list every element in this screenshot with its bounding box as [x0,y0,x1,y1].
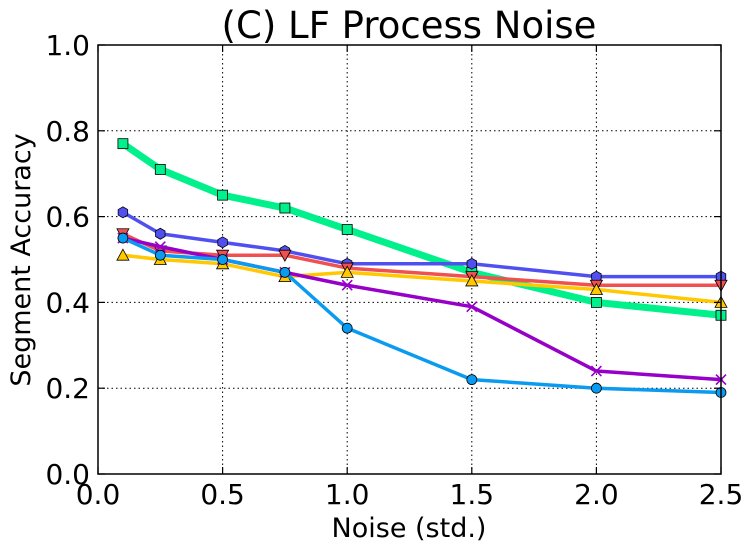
data-point [117,138,129,150]
y-tick-label: 0.8 [45,115,90,148]
data-point [341,224,353,235]
data-point [465,274,479,287]
x-tick-label: 1.5 [450,478,495,511]
data-point [279,202,291,214]
data-point [590,365,602,377]
x-tick-label: 0.0 [76,478,121,511]
data-point [278,249,292,263]
data-point [217,189,229,201]
data-point [155,227,166,240]
x-tick-label: 1.0 [325,478,370,511]
data-point [217,254,229,265]
series-4 [116,248,728,308]
data-point [341,279,353,291]
data-point [217,236,228,249]
series-line [119,140,725,319]
data-point [340,265,354,278]
data-point [591,382,602,394]
y-tick-label: 1.0 [45,29,90,62]
y-axis-label: Segment Accuracy [6,133,37,386]
x-tick-label: 2.5 [699,478,744,511]
plot-area [116,138,728,398]
data-point [589,282,604,295]
data-point [466,374,478,386]
axis-ticks: 0.0 0.5 1.0 1.5 2.0 2.5 0.0 0.2 0.4 0.6 0.8 1.0 [45,29,743,511]
y-tick-label: 0.6 [45,201,90,234]
data-point [117,206,129,219]
series-line [121,210,723,279]
data-point [591,296,602,308]
series-2 [117,206,727,283]
data-point [154,249,166,261]
data-point [466,257,477,270]
data-point [154,241,166,253]
data-point [116,248,130,261]
series-line [121,232,723,287]
x-axis-label: Noise (std.) [332,513,487,544]
series-line [121,236,723,382]
plot-frame [97,44,722,475]
data-point [117,232,129,244]
series-line [121,253,723,305]
y-tick-label: 0.0 [45,458,90,491]
chart-title: (C) LF Process Noise [222,4,597,47]
data-point [466,301,478,313]
x-tick-label: 0.5 [200,478,245,511]
data-point [279,266,291,278]
y-tick-label: 0.4 [45,286,90,319]
series-line [121,236,723,395]
x-tick-label: 2.0 [574,478,619,511]
data-point [154,164,166,175]
y-tick-label: 0.2 [45,372,90,405]
grid [98,45,721,474]
data-point [341,322,353,334]
